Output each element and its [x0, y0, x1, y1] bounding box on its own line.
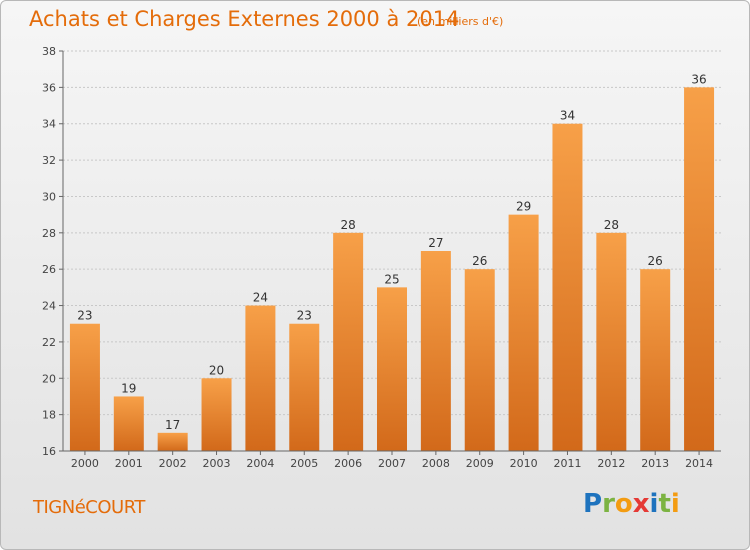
- y-tick-label: 36: [42, 81, 56, 94]
- data-label: 24: [253, 291, 268, 305]
- commune-name: TIGNéCOURT: [33, 497, 145, 518]
- y-tick-label: 20: [42, 372, 56, 385]
- bar-2008[interactable]: [420, 251, 451, 451]
- bar-2001[interactable]: [113, 396, 144, 451]
- y-tick-label: 18: [42, 409, 56, 422]
- x-tick-label: 2007: [378, 457, 406, 470]
- bar-2010[interactable]: [508, 214, 539, 451]
- y-tick-label: 30: [42, 190, 56, 203]
- x-tick-label: 2003: [203, 457, 231, 470]
- bar-2011[interactable]: [552, 123, 583, 452]
- y-tick-label: 28: [42, 227, 56, 240]
- x-tick-label: 2005: [290, 457, 318, 470]
- data-label: 17: [165, 418, 180, 432]
- bars: [69, 87, 715, 452]
- x-tick-label: 2001: [115, 457, 143, 470]
- bar-2002[interactable]: [157, 432, 188, 451]
- bar-2007[interactable]: [377, 287, 407, 451]
- logo-letter: r: [602, 489, 615, 519]
- x-tick-label: 2006: [334, 457, 362, 470]
- x-tick-label: 2014: [685, 457, 713, 470]
- logo-letter: i: [649, 489, 659, 519]
- y-tick-label: 22: [42, 336, 56, 349]
- data-label: 28: [604, 218, 619, 232]
- proxiti-logo[interactable]: Proxiti: [583, 489, 680, 519]
- bar-2004[interactable]: [245, 305, 276, 451]
- logo-letter: o: [614, 489, 633, 519]
- data-label: 26: [472, 254, 487, 268]
- x-tick-label: 2000: [71, 457, 99, 470]
- y-tick-label: 38: [42, 45, 56, 58]
- logo-letter: P: [583, 489, 603, 519]
- x-tick-label: 2009: [466, 457, 494, 470]
- data-label: 29: [516, 200, 531, 214]
- bar-chart: 23 19 17 20 24 23 28 25 27 26 29 34 28 26 36 16 18 20 22 2…: [42, 45, 721, 470]
- x-tick-label: 2012: [597, 457, 625, 470]
- x-tick-label: 2010: [510, 457, 538, 470]
- bar-2013[interactable]: [640, 269, 671, 451]
- data-labels: 23 19 17 20 24 23 28 25 27 26 29 34 28 26 36: [77, 72, 706, 431]
- bar-2006[interactable]: [333, 232, 364, 451]
- data-label: 20: [209, 363, 224, 377]
- logo-letter: t: [658, 489, 671, 519]
- logo-letter: i: [670, 489, 680, 519]
- chart-unit: (en milliers d'€): [417, 15, 504, 28]
- y-tick-label: 34: [42, 118, 56, 131]
- bar-2014[interactable]: [684, 87, 715, 451]
- y-tick-label: 32: [42, 154, 56, 167]
- data-label: 26: [648, 254, 663, 268]
- bar-2009[interactable]: [464, 269, 495, 451]
- y-tick-label: 24: [42, 300, 56, 313]
- data-label: 23: [297, 309, 312, 323]
- x-tick-label: 2002: [159, 457, 187, 470]
- data-label: 28: [340, 218, 355, 232]
- y-tick-label: 26: [42, 263, 56, 276]
- x-tick-label: 2011: [553, 457, 581, 470]
- data-label: 36: [691, 72, 706, 86]
- bar-2003[interactable]: [201, 378, 232, 451]
- logo-letter: x: [632, 489, 650, 519]
- y-tick-label: 16: [42, 445, 56, 458]
- x-tick-label: 2004: [246, 457, 274, 470]
- bar-2005[interactable]: [289, 323, 320, 451]
- data-label: 27: [428, 236, 443, 250]
- axes: 16 18 20 22 24 26 28 30 32 34 36 38 2000 2001 2002 2003…: [42, 45, 721, 470]
- chart-title: Achats et Charges Externes 2000 à 2014: [29, 7, 460, 31]
- x-tick-label: 2008: [422, 457, 450, 470]
- data-label: 25: [384, 272, 399, 286]
- x-tick-label: 2013: [641, 457, 669, 470]
- bar-2000[interactable]: [69, 323, 100, 451]
- data-label: 34: [560, 109, 575, 123]
- data-label: 23: [77, 309, 92, 323]
- bar-2012[interactable]: [596, 232, 627, 451]
- data-label: 19: [121, 381, 136, 395]
